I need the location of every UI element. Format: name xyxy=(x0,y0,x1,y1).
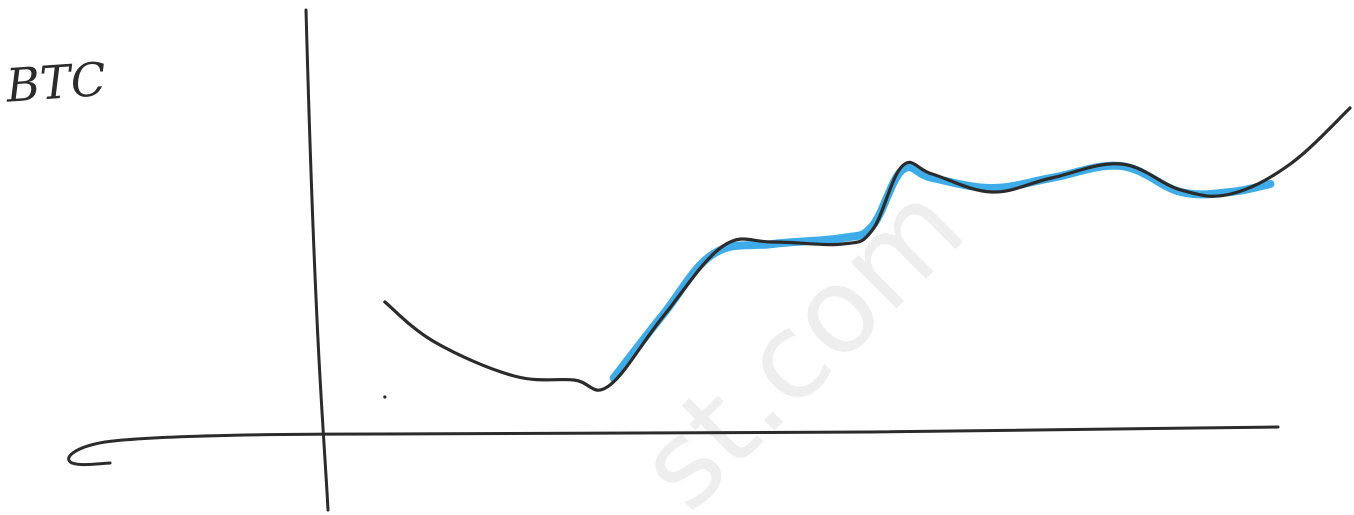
y-axis-label: BTC xyxy=(3,52,107,113)
watermark: st.com xyxy=(612,157,991,515)
stray-ink-dot xyxy=(383,395,387,399)
series-line-ink xyxy=(383,106,1352,392)
series-layer xyxy=(383,106,1352,399)
y-axis xyxy=(304,8,330,512)
x-axis xyxy=(67,425,1280,467)
